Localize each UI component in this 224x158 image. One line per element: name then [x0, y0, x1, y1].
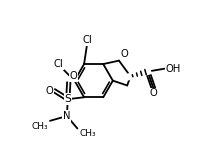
Text: O: O — [45, 85, 53, 96]
Text: CH₃: CH₃ — [79, 129, 96, 138]
Text: Cl: Cl — [82, 35, 92, 45]
Text: O: O — [150, 88, 157, 98]
Text: Cl: Cl — [53, 59, 63, 69]
Text: S: S — [64, 94, 71, 104]
Text: N: N — [63, 111, 71, 121]
Text: O: O — [121, 49, 128, 59]
Text: O: O — [70, 71, 77, 82]
Text: OH: OH — [165, 64, 181, 74]
Text: CH₃: CH₃ — [32, 122, 48, 131]
